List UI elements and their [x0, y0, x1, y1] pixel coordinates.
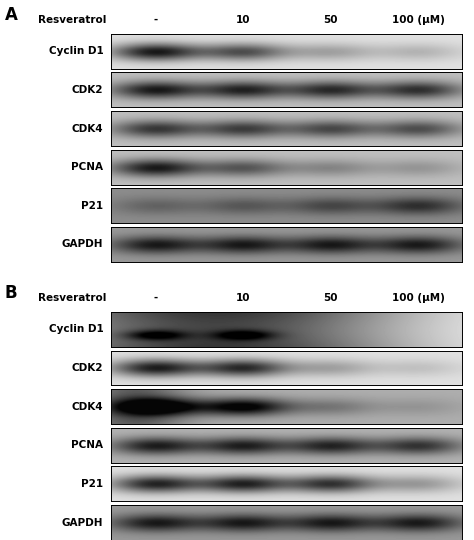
Text: 50: 50	[323, 15, 338, 25]
Text: 100 (μM): 100 (μM)	[392, 15, 445, 25]
Text: 10: 10	[236, 15, 250, 25]
Text: CDK4: CDK4	[72, 124, 103, 133]
Text: A: A	[5, 6, 18, 24]
Text: Cyclin D1: Cyclin D1	[49, 46, 103, 56]
Text: CDK4: CDK4	[72, 402, 103, 411]
Text: CDK2: CDK2	[72, 85, 103, 95]
Text: -: -	[153, 15, 157, 25]
Text: CDK2: CDK2	[72, 363, 103, 373]
Text: P21: P21	[82, 479, 103, 489]
Text: Resveratrol: Resveratrol	[38, 15, 107, 25]
Text: PCNA: PCNA	[72, 162, 103, 172]
Text: P21: P21	[82, 201, 103, 211]
Text: Resveratrol: Resveratrol	[38, 293, 107, 303]
Text: PCNA: PCNA	[72, 440, 103, 450]
Text: GAPDH: GAPDH	[62, 517, 103, 528]
Text: 50: 50	[323, 293, 338, 303]
Text: 10: 10	[236, 293, 250, 303]
Text: GAPDH: GAPDH	[62, 239, 103, 249]
Text: Cyclin D1: Cyclin D1	[49, 325, 103, 334]
Text: B: B	[5, 284, 18, 302]
Text: 100 (μM): 100 (μM)	[392, 293, 445, 303]
Text: -: -	[153, 293, 157, 303]
